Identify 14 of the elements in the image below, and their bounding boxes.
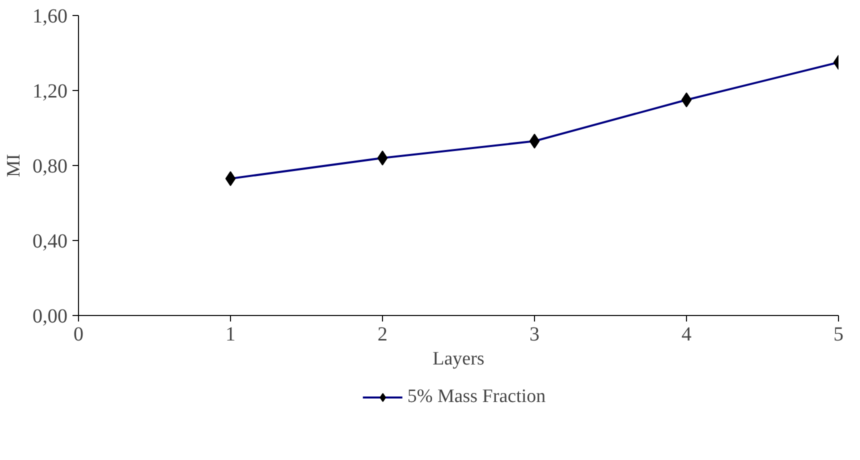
y-tick-label: 0,80 <box>32 156 68 178</box>
legend-label: 5% Mass Fraction <box>407 386 546 408</box>
y-tick-label: 0,00 <box>32 306 68 328</box>
x-tick-label: 4 <box>682 324 692 346</box>
x-tick-label: 0 <box>74 324 84 346</box>
y-tick-label: 1,60 <box>32 6 68 28</box>
x-axis-title: Layers <box>432 348 484 370</box>
x-tick-label: 1 <box>226 324 236 346</box>
x-tick-label: 2 <box>378 324 388 346</box>
y-tick-label: 1,20 <box>32 80 68 102</box>
x-tick-label: 5 <box>834 324 844 346</box>
y-tick-label: 0,40 <box>32 230 68 252</box>
y-axis-title: MI <box>4 154 24 178</box>
x-tick-label: 3 <box>530 324 540 346</box>
